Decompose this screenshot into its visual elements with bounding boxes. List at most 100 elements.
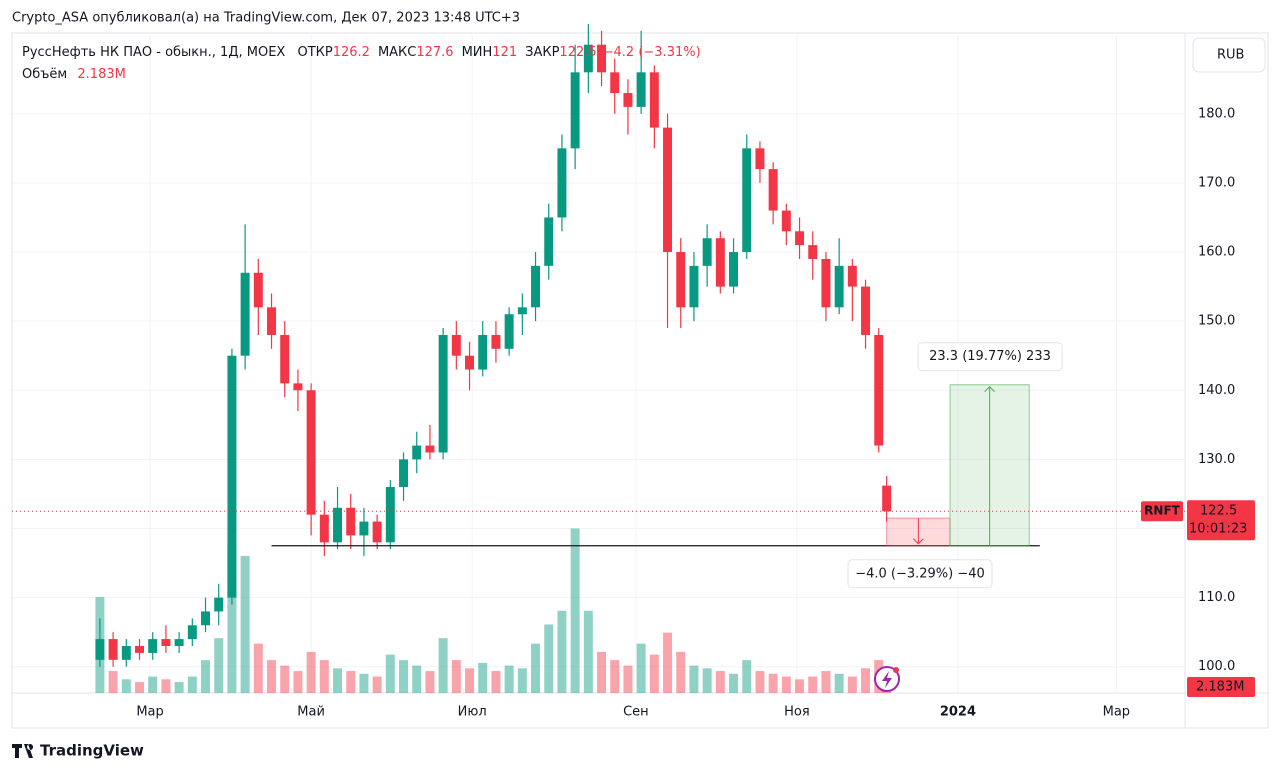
candle-body [491,334,501,349]
volume-bar [610,660,620,693]
candle-body [755,148,765,170]
y-tick-label: 110.0 [1198,590,1235,605]
candle-body [610,72,620,94]
y-tick-label: 100.0 [1198,659,1235,674]
candle-body [451,334,461,356]
candle-body [847,265,857,287]
ohlc-value: 127.6 [416,45,453,60]
volume-bar [742,660,752,693]
volume-bar [847,676,857,693]
volume-bar [333,668,343,693]
volume-bar [821,671,831,693]
candle-body [187,625,197,640]
ohlc-value: 121 [492,45,517,60]
volume-bar [399,660,409,693]
candle-body [557,148,567,218]
candle-body [240,272,250,356]
volume-bar [240,555,250,693]
candle-body [861,286,871,335]
candle-body [95,639,105,660]
volume-bar [795,679,805,693]
volume-bar [557,610,567,693]
lightning [882,671,892,688]
candle-body [570,72,580,149]
candle-body [531,265,541,308]
candle-body [874,334,884,446]
price-tag [1187,500,1255,541]
volume-bar [570,528,580,693]
volume-bar [148,676,158,693]
candle-body [781,210,791,232]
volume-bar [583,610,593,693]
x-tick-label: Сен [623,705,649,720]
candle-body [742,148,752,253]
y-tick-label: 170.0 [1198,175,1235,190]
candle-body [689,265,699,308]
ohlc-label: ОТКР [297,45,332,60]
candle-body [399,459,409,488]
ohlc-label: ЗАКР [525,45,559,60]
profit-label-box [917,342,1063,372]
volume-bar [861,668,871,693]
candle-body [729,252,739,287]
chart-frame [11,32,1269,729]
candle-body [676,252,686,308]
currency[interactable]: RUB [1217,48,1244,63]
ohlc: ОТКР126.2 МАКС127.6 МИН121 ЗАКР122.5 −4.2 (−… [297,45,700,60]
volume-bar [465,668,475,693]
symbol: RNFT [1144,504,1180,518]
candle-body [597,44,607,73]
volume-bar [135,682,145,693]
volume-bar [438,638,448,693]
x-tick-label: Июл [458,705,487,720]
x-tick-label: Мар [1103,705,1130,720]
volume-bar [253,643,263,693]
volume-bar [517,668,527,693]
publisher: Crypto_ASA опубликовал(а) на TradingView… [12,11,520,26]
y-tick-label: 130.0 [1198,452,1235,467]
volume-bar [623,665,633,693]
candle-body [544,217,554,266]
ohlc-value: 126.2 [333,45,370,60]
candle-body [319,514,329,543]
volume-bar [267,660,277,693]
candle-body [821,258,831,308]
volume-bar [425,671,435,693]
volume-tag-value: 2.183M [1196,680,1244,695]
currency-button[interactable] [1192,37,1266,73]
volume-bar [808,676,818,693]
volume-bar [174,682,184,693]
candle-body [808,245,818,259]
candle-body [267,307,277,335]
volume-value: 2.183M [77,67,125,82]
volume-bar [359,673,369,693]
volume-bar [676,651,686,693]
volume-bar [121,679,131,693]
candle-body [385,487,395,543]
x-tick-label: Мар [136,705,163,720]
candle-body [412,445,422,460]
volume-title: Объём [22,67,67,82]
volume-bar [161,679,171,693]
candle-body [253,272,263,308]
candle-body [280,334,290,384]
volume-bar [781,676,791,693]
x-tick-label: Май [297,705,325,720]
candle-body [306,390,316,515]
volume-bar [491,671,501,693]
volume-bar [729,673,739,693]
volume-bar [108,671,118,693]
volume-bar [201,660,211,693]
volume-bar [346,671,356,693]
volume-bar [755,671,765,693]
volume-bar [280,665,290,693]
candle-body [121,646,131,660]
change: −4.2 (−3.31%) [603,45,701,60]
volume-bar [293,671,303,693]
volume-bar [451,660,461,693]
volume-bar [768,673,778,693]
x-tick-label: Ноя [784,705,810,720]
volume-bar [214,638,224,693]
candle-body [293,383,303,391]
